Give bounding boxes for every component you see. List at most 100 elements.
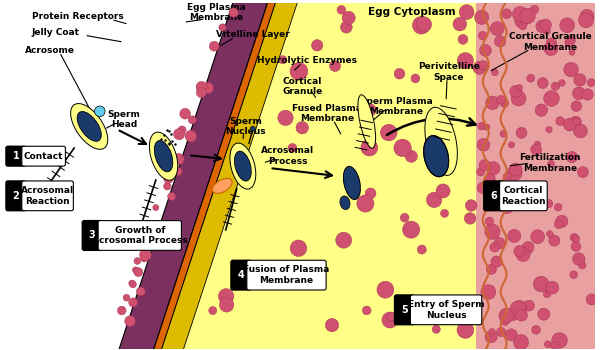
Circle shape (479, 160, 490, 171)
Circle shape (516, 247, 530, 261)
Circle shape (497, 95, 505, 104)
Circle shape (218, 289, 234, 304)
Text: Contact: Contact (24, 152, 64, 161)
Circle shape (140, 255, 148, 262)
Text: Egg Cytoplasm: Egg Cytoplasm (368, 7, 455, 18)
Circle shape (387, 313, 396, 322)
Text: Cortical Granule
Membrane: Cortical Granule Membrane (509, 33, 592, 52)
Circle shape (540, 19, 551, 31)
Circle shape (290, 62, 308, 80)
Circle shape (536, 20, 548, 33)
Circle shape (500, 99, 509, 107)
Circle shape (290, 240, 307, 257)
Circle shape (458, 34, 468, 44)
Circle shape (570, 116, 581, 128)
Circle shape (405, 150, 418, 162)
Circle shape (380, 124, 397, 141)
Text: Jelly Coat: Jelly Coat (32, 28, 80, 37)
Circle shape (544, 341, 551, 348)
Circle shape (325, 318, 338, 332)
Circle shape (477, 182, 488, 194)
Text: Egg Plasma
Membrane: Egg Plasma Membrane (187, 3, 245, 22)
Circle shape (173, 153, 184, 164)
FancyBboxPatch shape (484, 181, 503, 211)
Circle shape (494, 36, 506, 47)
Circle shape (397, 301, 413, 318)
Circle shape (514, 245, 525, 257)
Circle shape (459, 5, 474, 20)
Circle shape (509, 85, 522, 98)
Circle shape (507, 308, 520, 320)
Circle shape (505, 329, 517, 341)
Circle shape (500, 200, 514, 214)
Circle shape (510, 301, 525, 316)
Circle shape (250, 126, 256, 131)
Circle shape (563, 118, 576, 131)
Circle shape (364, 104, 376, 116)
Circle shape (535, 198, 541, 204)
Circle shape (511, 91, 526, 106)
Text: 6: 6 (490, 191, 497, 201)
Circle shape (411, 74, 420, 83)
Circle shape (515, 15, 528, 28)
Text: 4: 4 (238, 270, 244, 280)
Circle shape (506, 194, 513, 200)
Circle shape (279, 56, 287, 64)
Circle shape (572, 118, 580, 125)
Circle shape (163, 182, 171, 190)
Circle shape (527, 74, 535, 82)
Circle shape (512, 301, 527, 315)
Circle shape (552, 332, 567, 348)
Ellipse shape (154, 141, 173, 172)
Circle shape (572, 235, 580, 243)
Circle shape (196, 88, 206, 98)
Circle shape (412, 16, 430, 34)
Text: Sperm
Head: Sperm Head (107, 110, 140, 129)
FancyBboxPatch shape (231, 260, 251, 290)
Circle shape (571, 101, 581, 111)
Circle shape (572, 87, 585, 100)
Text: 2: 2 (13, 191, 19, 201)
Circle shape (219, 24, 226, 31)
Circle shape (235, 84, 251, 99)
Circle shape (288, 144, 297, 152)
Circle shape (559, 79, 565, 86)
Circle shape (491, 69, 498, 76)
Circle shape (180, 108, 190, 119)
Circle shape (118, 306, 126, 315)
Circle shape (587, 79, 595, 86)
Circle shape (403, 221, 419, 238)
Circle shape (215, 110, 224, 119)
Circle shape (538, 78, 548, 89)
Ellipse shape (149, 132, 178, 180)
Circle shape (134, 268, 143, 276)
Text: Entry of Sperm
Nucleus: Entry of Sperm Nucleus (408, 300, 484, 320)
Circle shape (475, 10, 489, 25)
Circle shape (457, 322, 474, 338)
Circle shape (296, 121, 308, 134)
Circle shape (566, 36, 575, 45)
Circle shape (442, 308, 453, 319)
Circle shape (128, 298, 137, 307)
Circle shape (489, 329, 495, 335)
Circle shape (427, 192, 442, 208)
Circle shape (566, 152, 578, 163)
Text: Acrosomal
Process: Acrosomal Process (261, 146, 314, 166)
Circle shape (497, 327, 506, 337)
Circle shape (432, 325, 440, 333)
FancyBboxPatch shape (98, 220, 181, 250)
Circle shape (544, 91, 559, 106)
FancyBboxPatch shape (6, 181, 26, 211)
Ellipse shape (425, 107, 457, 175)
FancyBboxPatch shape (22, 181, 73, 211)
Circle shape (485, 96, 499, 110)
Circle shape (185, 130, 197, 142)
FancyBboxPatch shape (247, 260, 326, 290)
Text: Fertilization
Membrane: Fertilization Membrane (520, 153, 581, 173)
Circle shape (530, 144, 542, 155)
Circle shape (416, 17, 431, 32)
Circle shape (544, 199, 553, 208)
Circle shape (533, 276, 549, 292)
Circle shape (491, 256, 502, 267)
Circle shape (570, 233, 578, 242)
